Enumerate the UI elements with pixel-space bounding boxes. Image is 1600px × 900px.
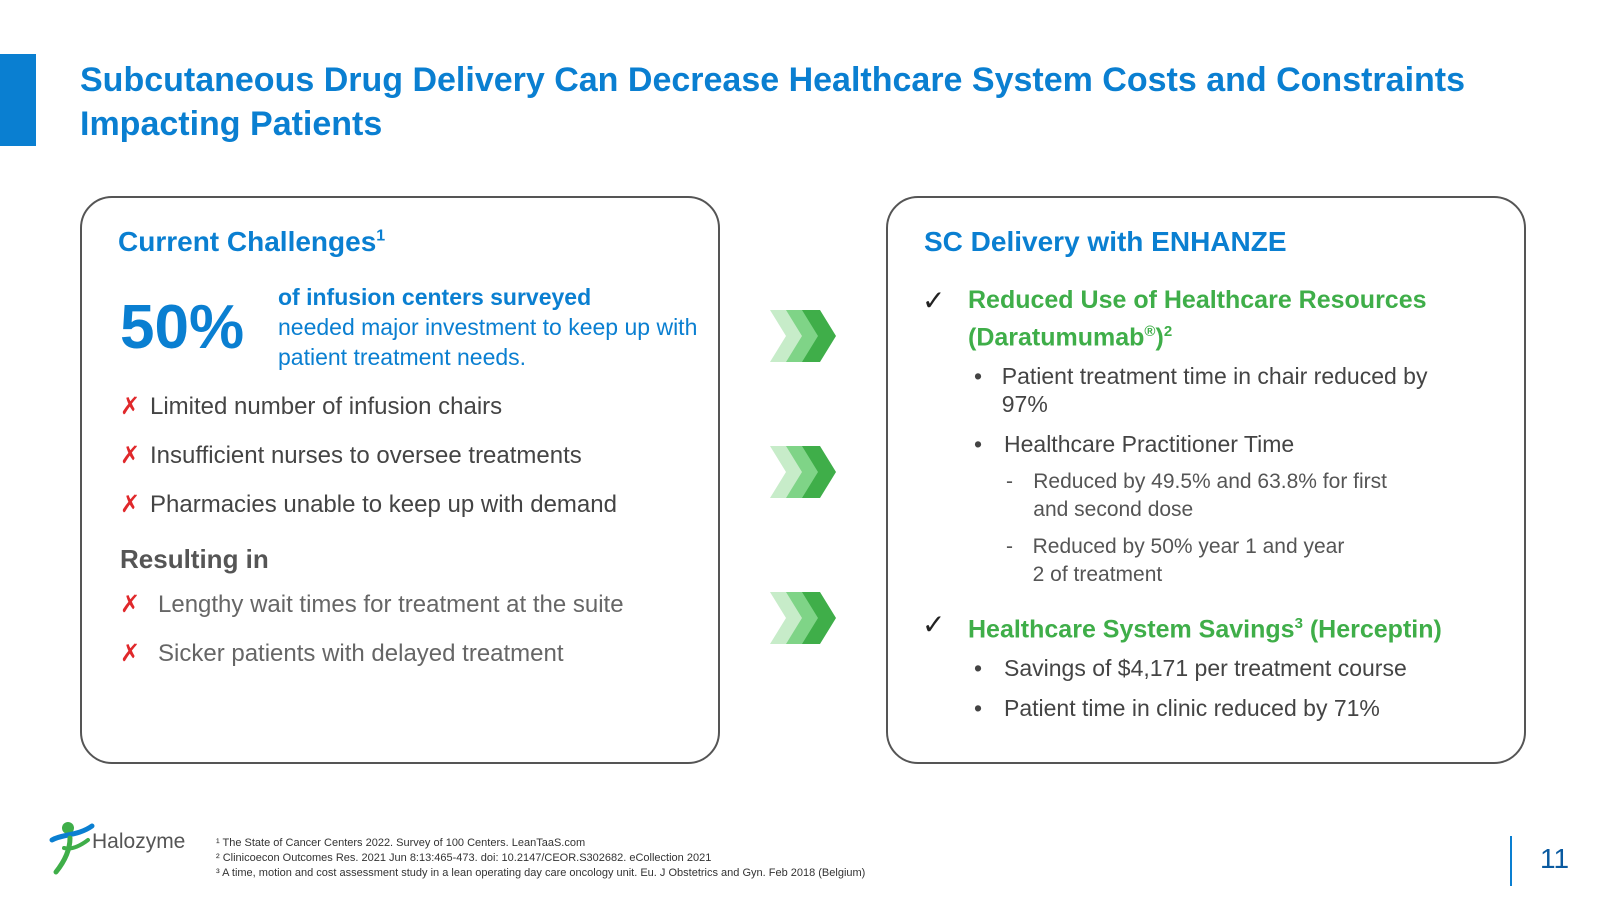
benefit-title: Reduced Use of Healthcare Resources (Dar… [968,286,1427,352]
bullet-item: • Patient treatment time in chair reduced… [974,363,1428,417]
page-number-divider [1510,836,1512,886]
challenge-item: ✗ Limited number of infusion chairs [120,392,503,421]
result-item: ✗ Sicker patients with delayed treatment [120,639,564,668]
bullet-dot: • [974,363,983,389]
halozyme-logo-icon [49,822,95,875]
footnote: ² Clinicoecon Outcomes Res. 2021 Jun 8:1… [216,852,712,864]
challenge-item: ✗ Insufficient nurses to oversee treatmen… [120,441,582,470]
checkmark-icon: ✓ [922,609,946,640]
current-challenges-card: Current Challenges1 50% of infusion cent… [80,196,720,764]
chevron-arrows-icon [770,592,836,644]
footnotes: ¹ The State of Cancer Centers 2022. Surv… [216,836,865,881]
stat-rest-text: needed major investment to keep up with … [278,314,698,370]
x-mark-icon: ✗ [120,640,141,667]
resulting-in-label: Resulting in [120,544,269,574]
title-accent-bar [0,54,36,146]
dash-marker: - [1006,535,1013,558]
slide-title: Subcutaneous Drug Delivery Can Decrease … [80,61,1466,143]
chevron-arrows-icon [770,446,836,498]
stat-bold-text: of infusion centers surveyed [278,284,592,310]
stat-value: 50% [120,293,245,362]
x-mark-icon: ✗ [120,442,141,469]
sc-delivery-heading: SC Delivery with ENHANZE [924,226,1287,257]
benefit-title: Healthcare System Savings3 (Herceptin) [968,615,1442,644]
bullet-dot: • [974,655,983,681]
checkmark-icon: ✓ [922,285,946,316]
chevron-arrows-icon [770,310,836,362]
benefit-system-savings: ✓ Healthcare System Savings3 (Herceptin) [922,608,1442,645]
footnote: ¹ The State of Cancer Centers 2022. Surv… [216,837,586,849]
dash-marker: - [1006,470,1013,493]
sub-bullet-item: - Reduced by 50% year 1 and year 2 of tre… [1006,533,1346,589]
x-mark-icon: ✗ [120,591,141,618]
bullet-item: • Healthcare Practitioner Time [974,431,1295,457]
result-item: ✗ Lengthy wait times for treatment at the… [120,590,624,619]
page-number: 11 [1540,843,1570,874]
bullet-item: • Patient time in clinic reduced by 71% [974,695,1380,721]
benefit-reduced-resources: ✓ Reduced Use of Healthcare Resources (D… [922,284,1488,353]
sub-bullet-item: - Reduced by 49.5% and 63.8% for first an… [1006,468,1406,524]
challenge-item: ✗ Pharmacies unable to keep up with deman… [120,490,617,519]
bullet-dot: • [974,695,983,721]
x-mark-icon: ✗ [120,491,141,518]
x-mark-icon: ✗ [120,393,141,420]
stat-description: of infusion centers surveyed needed majo… [278,282,698,372]
bullet-dot: • [974,431,983,457]
current-challenges-heading: Current Challenges1 [118,226,386,257]
sc-delivery-card: SC Delivery with ENHANZE ✓ Reduced Use o… [886,196,1526,764]
bullet-item: • Savings of $4,171 per treatment course [974,655,1407,681]
footnote: ³ A time, motion and cost assessment stu… [216,867,866,879]
logo-wordmark: Halozyme [92,830,186,853]
